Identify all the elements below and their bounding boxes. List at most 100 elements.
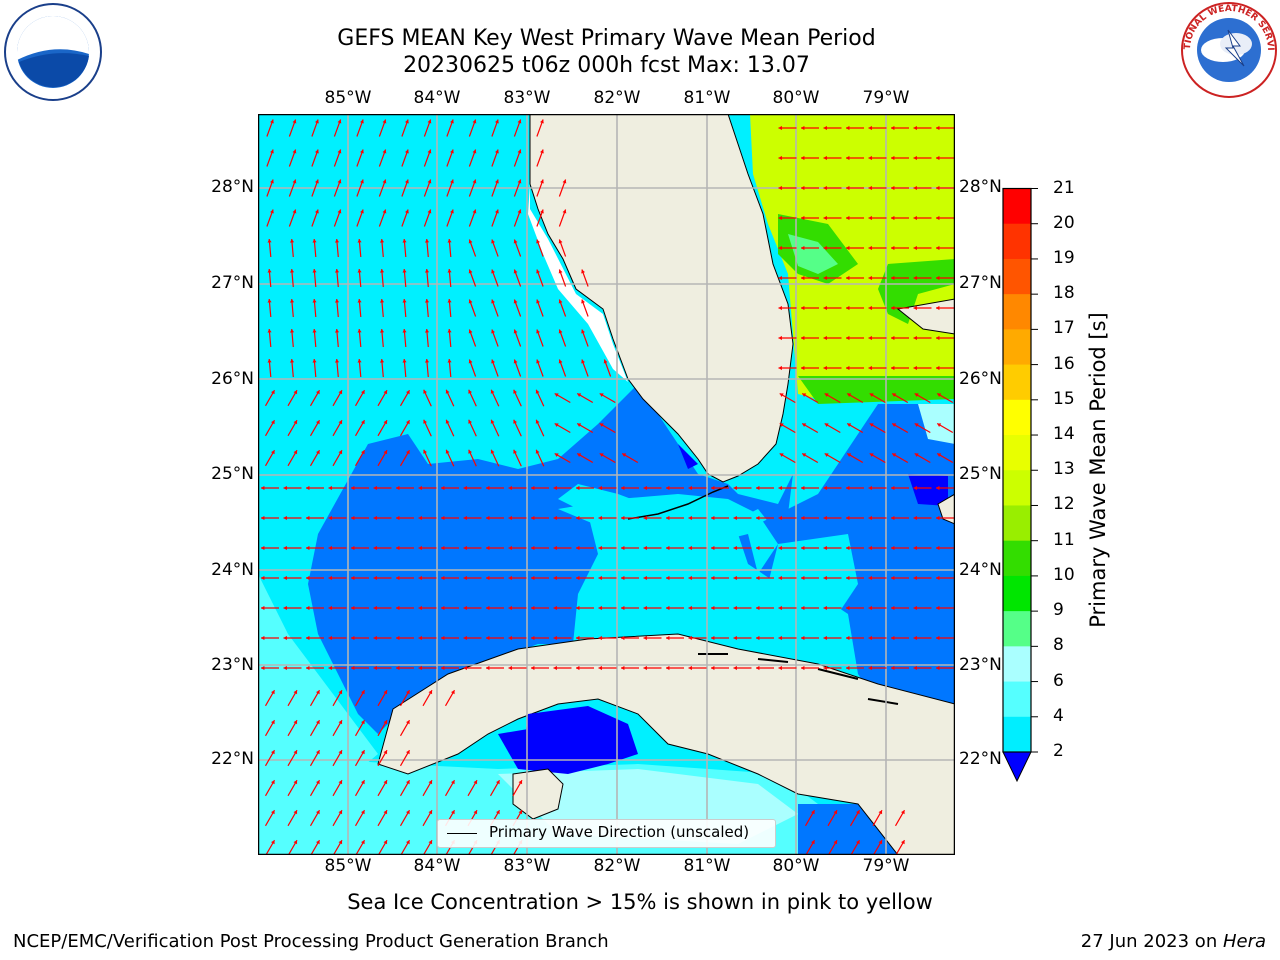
wave-arrow-head [427, 179, 432, 184]
legend-line-swatch [447, 833, 477, 834]
wave-arrow-head [833, 810, 838, 815]
wave-arrow-head [445, 419, 450, 424]
wave-arrow-head [936, 545, 940, 551]
wave-arrow-head [621, 665, 625, 671]
wave-arrow-head [868, 485, 872, 491]
colorbar-tick-label: 18 [1053, 283, 1075, 304]
wave-arrow-head [445, 389, 450, 394]
wave-arrow-head [531, 605, 535, 611]
lon-label-top-85w: 85°W [324, 88, 372, 108]
wave-arrow-head [824, 423, 829, 427]
wave-arrow-head [373, 635, 377, 641]
lon-label-bottom-80w: 80°W [772, 856, 820, 876]
wave-arrow-head [373, 665, 377, 671]
wave-arrow-head [290, 299, 295, 303]
wave-arrow-head [361, 780, 365, 785]
wave-arrow-head [801, 605, 805, 611]
wave-arrow-head [666, 605, 670, 611]
colorbar-band [1003, 258, 1031, 295]
wave-arrow-head [756, 665, 760, 671]
wave-arrow-head [558, 359, 563, 364]
wave-arrow-head [418, 605, 422, 611]
wave-arrow-head [913, 215, 917, 221]
wave-arrow-head [802, 453, 807, 457]
wave-arrow-head [936, 215, 940, 221]
wave-arrow-head [801, 185, 805, 191]
wave-arrow-head [293, 420, 298, 425]
wave-arrow-head [396, 605, 400, 611]
wave-arrow-head [271, 390, 275, 395]
wave-arrow-head [913, 605, 917, 611]
wave-arrow-head [361, 720, 365, 725]
colorbar-band [1003, 399, 1031, 436]
wave-arrow-head [450, 179, 454, 184]
wave-arrow-head [733, 575, 737, 581]
wave-arrow-head [531, 665, 535, 671]
nws-logo: NATIONAL WEATHER SERVICE [1178, 0, 1277, 98]
wave-arrow-head [801, 335, 805, 341]
wave-arrow-head [711, 575, 715, 581]
wave-arrow-head [878, 810, 883, 815]
lat-label-right-26n: 26°N [959, 369, 1002, 389]
colorbar-tick-label: 19 [1053, 247, 1075, 268]
wave-arrow-head [406, 390, 410, 395]
wave-arrow-head [261, 605, 265, 611]
wave-arrow-head [406, 810, 410, 815]
wave-arrow-head [508, 545, 512, 551]
wave-arrow-head [868, 275, 872, 281]
lat-label-right-22n: 22°N [959, 749, 1002, 769]
wave-arrow-head [621, 485, 625, 491]
wave-arrow-head [868, 155, 872, 161]
wave-arrow-head [577, 423, 582, 427]
wave-arrow-head [380, 359, 385, 363]
wave-arrow-head [913, 245, 917, 251]
wave-arrow-head [536, 239, 540, 244]
wave-arrow-head [380, 269, 385, 273]
wave-arrow-head [622, 453, 627, 457]
wave-arrow-head [846, 125, 850, 131]
wave-arrow-head [778, 215, 782, 221]
wave-arrow-head [335, 359, 340, 363]
wave-arrow-head [540, 149, 544, 154]
cuba-bay [523, 706, 638, 766]
wave-arrow-head [891, 485, 895, 491]
wave-arrow-head [666, 485, 670, 491]
wave-arrow-head [513, 419, 517, 424]
wave-arrow-head [846, 635, 850, 641]
wave-arrow-head [486, 605, 490, 611]
wave-arrow-head [495, 119, 499, 124]
colorbar-band [1003, 611, 1031, 647]
wave-arrow-head [869, 423, 874, 427]
wave-arrow-head [316, 390, 320, 395]
wave-arrow-head [306, 575, 310, 581]
wave-arrow-head [599, 423, 604, 427]
wave-arrow-head [823, 275, 827, 281]
wave-arrow-head [351, 665, 355, 671]
wave-arrow-head [891, 275, 895, 281]
wave-arrow-head [406, 780, 410, 785]
wave-arrow-head [513, 299, 518, 304]
lat-label-right-27n: 27°N [959, 273, 1002, 293]
wave-arrow-head [270, 119, 274, 124]
colorbar-tick-label: 4 [1053, 705, 1064, 726]
wave-arrow-head [441, 485, 445, 491]
wave-arrow-head [778, 665, 782, 671]
wave-arrow-head [936, 365, 940, 371]
wave-arrow-head [425, 299, 430, 303]
wave-arrow-head [328, 665, 332, 671]
florida-keys [627, 485, 729, 520]
wave-arrow-head [801, 155, 805, 161]
wave-arrow-head [846, 275, 850, 281]
colorbar-band [1003, 364, 1031, 401]
wave-arrow-head [936, 275, 940, 281]
wave-arrow-head [351, 545, 355, 551]
wave-arrow-head [778, 365, 782, 371]
wave-arrow-head [357, 329, 362, 333]
wave-arrow-head [427, 209, 432, 214]
wave-arrow-head [936, 635, 940, 641]
wave-arrow-head [913, 185, 917, 191]
wave-arrow-head [914, 453, 919, 457]
wave-arrow-head [553, 515, 557, 521]
wave-arrow-head [463, 635, 467, 641]
wave-arrow-head [553, 635, 557, 641]
